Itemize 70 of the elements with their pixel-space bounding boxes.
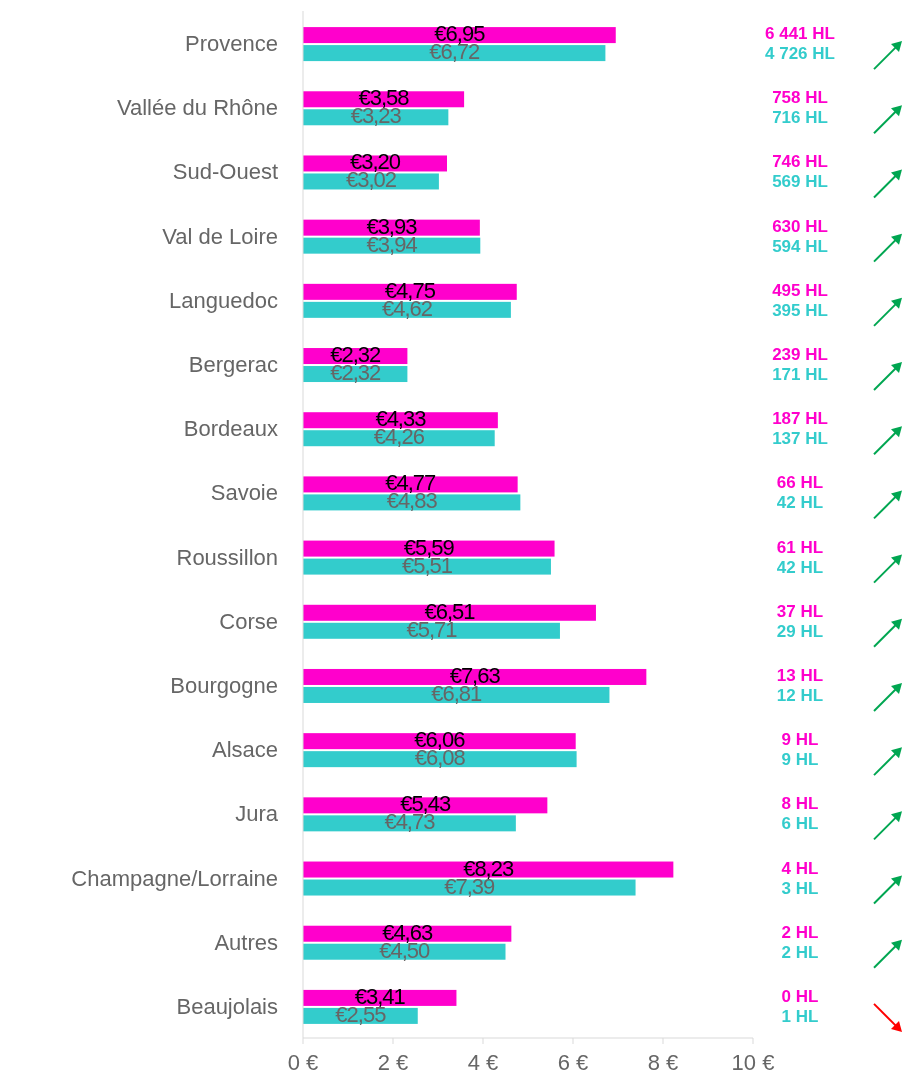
bar bbox=[303, 751, 577, 768]
y-tick-label: Jura bbox=[235, 801, 279, 827]
text: 758 HL bbox=[772, 88, 828, 108]
text: 9 HL bbox=[781, 730, 819, 750]
text: 6 HL bbox=[781, 814, 819, 834]
x-tick-label: 4 € bbox=[467, 1050, 499, 1071]
text: 746 HL bbox=[772, 152, 828, 172]
y-tick-label: Languedoc bbox=[169, 287, 278, 313]
y-tick-label: Corse bbox=[219, 608, 278, 634]
text: 13 HL bbox=[776, 665, 824, 685]
text: 29 HL bbox=[776, 621, 824, 641]
y-tick-label: Provence bbox=[185, 31, 278, 57]
x-tick-label: 8 € bbox=[647, 1050, 679, 1071]
y-tick-label: Alsace bbox=[211, 737, 278, 763]
text: 630 HL bbox=[772, 216, 828, 236]
text: 395 HL bbox=[772, 300, 828, 320]
text: 61 HL bbox=[776, 537, 824, 557]
text: 2 HL bbox=[781, 922, 819, 942]
y-tick-label: Bordeaux bbox=[183, 416, 278, 442]
text: 4 726 HL bbox=[765, 44, 835, 64]
bar bbox=[303, 283, 517, 300]
bar bbox=[303, 733, 576, 750]
y-tick-label: Bourgogne bbox=[170, 672, 278, 698]
y-tick-label: Champagne/Lorraine bbox=[71, 865, 278, 891]
text: 12 HL bbox=[776, 685, 824, 705]
text: 37 HL bbox=[776, 601, 824, 621]
bar bbox=[303, 686, 610, 703]
bar bbox=[303, 558, 551, 575]
text: 9 HL bbox=[781, 750, 819, 770]
text: 6 441 HL bbox=[765, 24, 835, 44]
y-tick-label: Autres bbox=[214, 929, 278, 955]
text: 42 HL bbox=[776, 557, 824, 577]
y-tick-label: Bergerac bbox=[188, 352, 278, 378]
bar bbox=[303, 604, 596, 621]
bar bbox=[303, 27, 616, 44]
y-tick-label: Beaujolais bbox=[176, 993, 278, 1019]
text: 4 HL bbox=[781, 858, 819, 878]
text: 8 HL bbox=[781, 794, 819, 814]
bar bbox=[303, 476, 518, 493]
bar bbox=[303, 879, 636, 896]
text: 171 HL bbox=[772, 365, 828, 385]
text: 1 HL bbox=[781, 1006, 819, 1026]
text: 187 HL bbox=[772, 409, 828, 429]
text: 3 HL bbox=[781, 878, 819, 898]
text: 239 HL bbox=[772, 345, 828, 365]
text: 594 HL bbox=[772, 236, 828, 256]
bar bbox=[303, 861, 674, 878]
bar bbox=[303, 815, 516, 832]
y-tick-label: Val de Loire bbox=[162, 223, 278, 249]
x-tick-label: 6 € bbox=[557, 1050, 589, 1071]
text: 569 HL bbox=[772, 172, 828, 192]
y-tick-label: Sud-Ouest bbox=[172, 159, 278, 185]
text: 66 HL bbox=[776, 473, 824, 493]
bar bbox=[303, 540, 555, 557]
y-tick-label: Vallée du Rhône bbox=[116, 95, 278, 121]
text: 716 HL bbox=[772, 108, 828, 128]
bar bbox=[303, 45, 606, 62]
bar bbox=[303, 668, 647, 685]
bar bbox=[303, 797, 548, 814]
x-tick-label: 2 € bbox=[377, 1050, 409, 1071]
y-tick-label: Savoie bbox=[210, 480, 278, 506]
text: 2 HL bbox=[781, 942, 819, 962]
bar bbox=[303, 622, 560, 639]
text: 495 HL bbox=[772, 280, 828, 300]
x-tick-label: 10 € bbox=[731, 1050, 775, 1071]
x-tick-label: 0 € bbox=[287, 1050, 319, 1071]
y-tick-label: Roussillon bbox=[176, 544, 278, 570]
text: 42 HL bbox=[776, 493, 824, 513]
text: 137 HL bbox=[772, 429, 828, 449]
text: 0 HL bbox=[781, 986, 819, 1006]
